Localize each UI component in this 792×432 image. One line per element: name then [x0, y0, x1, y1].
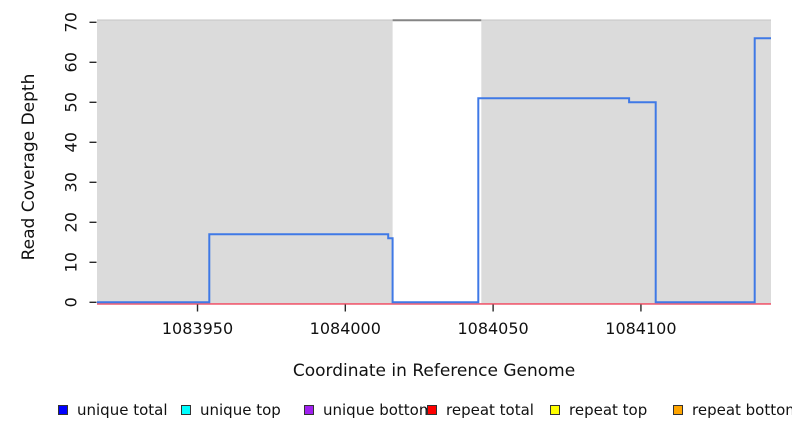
y-tick-label: 70: [62, 12, 81, 32]
x-tick-label: 1084100: [605, 319, 676, 338]
legend: unique total unique top unique bottom re…: [58, 402, 792, 419]
x-tick-label: 1083950: [162, 319, 233, 338]
legend-item-label: repeat top: [569, 401, 648, 419]
legend-item-unique-total: unique total: [58, 402, 181, 419]
y-tick-label: 60: [62, 52, 81, 72]
legend-swatch-icon: [550, 405, 560, 415]
y-tick-label: 0: [62, 297, 81, 307]
x-tick-label: 1084050: [457, 319, 528, 338]
legend-item-label: unique total: [77, 401, 168, 419]
legend-item-label: unique top: [200, 401, 281, 419]
y-tick-label: 50: [62, 92, 81, 112]
repeat-background-right: [481, 19, 771, 304]
y-tick-label: 10: [62, 252, 81, 272]
repeat-background-left: [97, 19, 393, 304]
series-unique-total: [97, 37, 771, 304]
legend-swatch-icon: [181, 405, 191, 415]
x-axis-title: Coordinate in Reference Genome: [292, 361, 576, 381]
legend-item-label: repeat total: [446, 401, 534, 419]
legend-item-repeat-bottom: repeat bottom: [673, 402, 792, 419]
y-tick-label: 40: [62, 132, 81, 152]
y-tick-label: 30: [62, 172, 81, 192]
legend-item-unique-bottom: unique bottom: [304, 402, 433, 419]
legend-item-unique-top: unique top: [181, 402, 304, 419]
legend-item-repeat-total: repeat total: [427, 402, 550, 419]
legend-swatch-icon: [427, 405, 437, 415]
legend-swatch-icon: [673, 405, 683, 415]
y-axis-title: Read Coverage Depth: [19, 73, 39, 261]
y-tick-label: 20: [62, 212, 81, 232]
legend-item-label: repeat bottom: [692, 401, 792, 419]
legend-item-repeat-top: repeat top: [550, 402, 673, 419]
legend-item-label: unique bottom: [323, 401, 434, 419]
legend-swatch-icon: [58, 405, 68, 415]
legend-swatch-icon: [304, 405, 314, 415]
x-tick-label: 1084000: [310, 319, 381, 338]
